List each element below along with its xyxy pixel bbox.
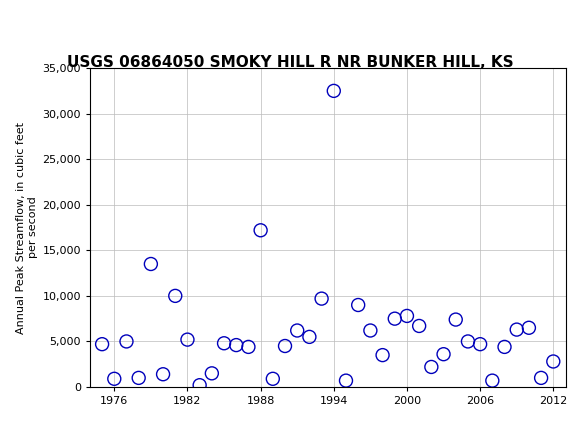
Point bbox=[488, 377, 497, 384]
Point bbox=[122, 338, 131, 345]
Point bbox=[427, 363, 436, 370]
Point bbox=[231, 342, 241, 349]
Text: ≡USGS: ≡USGS bbox=[3, 10, 74, 28]
Point bbox=[549, 358, 558, 365]
Point bbox=[536, 375, 546, 381]
Point bbox=[439, 351, 448, 358]
Point bbox=[146, 261, 155, 267]
Point bbox=[451, 316, 461, 323]
Point bbox=[280, 343, 289, 350]
Point bbox=[158, 371, 168, 378]
Point bbox=[134, 375, 143, 381]
Point bbox=[268, 375, 277, 382]
Point bbox=[342, 377, 351, 384]
Point bbox=[256, 227, 265, 234]
Point bbox=[524, 324, 534, 331]
Point bbox=[292, 327, 302, 334]
Y-axis label: Annual Peak Streamflow, in cubic feet
per second: Annual Peak Streamflow, in cubic feet pe… bbox=[16, 122, 38, 334]
Point bbox=[366, 327, 375, 334]
Text: USGS 06864050 SMOKY HILL R NR BUNKER HILL, KS: USGS 06864050 SMOKY HILL R NR BUNKER HIL… bbox=[67, 55, 513, 70]
Point bbox=[244, 344, 253, 350]
Point bbox=[512, 326, 521, 333]
Point bbox=[415, 322, 424, 329]
Point bbox=[329, 87, 339, 94]
Point bbox=[476, 341, 485, 347]
Point bbox=[390, 315, 400, 322]
Point bbox=[195, 382, 204, 389]
Point bbox=[304, 333, 314, 340]
Point bbox=[403, 313, 412, 319]
Point bbox=[110, 375, 119, 382]
Point bbox=[500, 344, 509, 350]
Point bbox=[219, 340, 229, 347]
Point bbox=[354, 301, 363, 308]
Point bbox=[207, 370, 216, 377]
Point bbox=[171, 292, 180, 299]
Point bbox=[317, 295, 326, 302]
Point bbox=[97, 341, 107, 347]
Point bbox=[183, 336, 192, 343]
Point bbox=[463, 338, 473, 345]
Point bbox=[378, 352, 387, 359]
